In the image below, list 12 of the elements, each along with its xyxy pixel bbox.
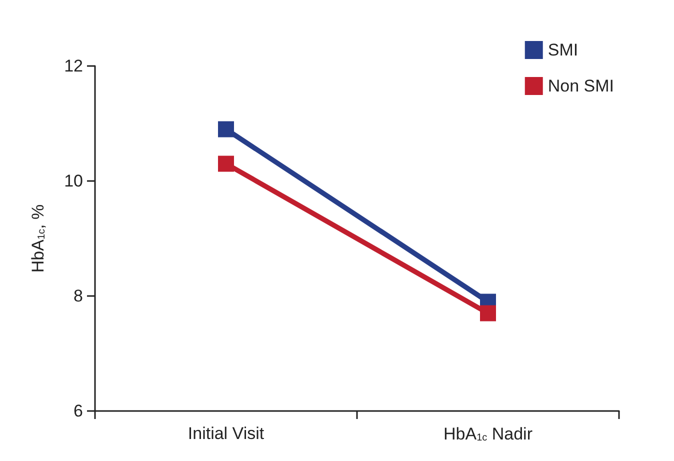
y-tick-label: 12 (64, 56, 83, 76)
legend-label: Non SMI (548, 76, 614, 96)
y-tick-label: 8 (74, 286, 83, 306)
y-tick-label: 10 (64, 172, 83, 190)
legend-label: SMI (548, 40, 578, 60)
x-tick-label: Initial Visit (188, 424, 264, 443)
y-tick-label: 6 (74, 402, 83, 420)
x-tick-label: HbA1c Nadir (444, 424, 533, 444)
point (218, 121, 234, 138)
y-axis-title: HbA1c, % (28, 204, 48, 273)
point (218, 156, 234, 172)
point (480, 305, 496, 322)
